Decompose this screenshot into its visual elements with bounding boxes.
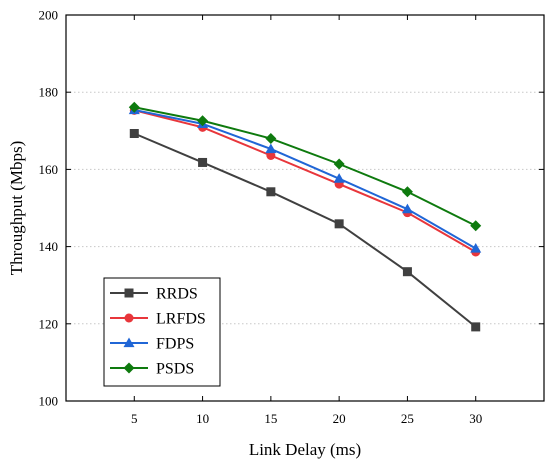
y-tick-label: 160 [39,162,59,177]
series-line [134,108,477,250]
data-point [402,267,412,277]
data-point [266,151,276,161]
data-point [470,220,482,232]
legend-swatch-marker [123,362,135,374]
x-tick-label: 10 [196,411,209,426]
data-point [197,115,209,127]
axis-ticks: 100 120 140 160 180 200 5 10 15 20 25 30 [39,8,544,426]
legend-swatch-marker [124,313,134,323]
series-lrfds [129,105,481,257]
data-point [265,143,277,154]
x-tick-label: 30 [469,411,482,426]
legend-item: LRFDS [110,311,206,328]
legend-label: PSDS [156,361,194,378]
data-point [128,101,140,113]
legend-label: FDPS [156,336,194,353]
data-point [401,186,413,198]
y-axis-title: Throughput (Mbps) [7,141,26,276]
data-point [470,243,482,253]
data-point [266,187,276,197]
legend-item: FDPS [110,336,194,353]
series-psds [128,101,482,232]
data-point [265,133,277,145]
legend: RRDS LRFDS FDPS PSDS [103,277,221,387]
data-point [333,158,345,170]
y-tick-label: 180 [39,85,59,100]
y-tick-label: 140 [39,239,59,254]
series-line [134,106,477,227]
y-tick-label: 100 [39,394,59,409]
series-fdps [128,104,482,253]
series-rrds [129,129,481,332]
legend-item: PSDS [110,361,194,378]
legend-swatch-marker [124,288,134,298]
data-point [334,219,344,229]
x-tick-label: 15 [264,411,277,426]
legend-label: LRFDS [156,311,206,328]
x-tick-label: 20 [333,411,346,426]
x-tick-label: 5 [131,411,138,426]
legend-swatch-marker [123,337,135,348]
x-tick-label: 25 [401,411,414,426]
data-point [401,203,413,214]
data-point [129,129,139,139]
data-point [471,322,481,332]
series-line [133,132,477,328]
plot-frame [65,14,545,402]
data-point [333,173,345,183]
legend-label: RRDS [156,286,198,303]
y-tick-label: 120 [39,316,59,331]
x-axis-title: Link Delay (ms) [249,440,361,459]
series-group [128,101,482,332]
series-line [134,109,477,253]
data-point [198,157,208,167]
legend-item: RRDS [110,286,198,303]
y-tick-label: 200 [39,8,59,23]
